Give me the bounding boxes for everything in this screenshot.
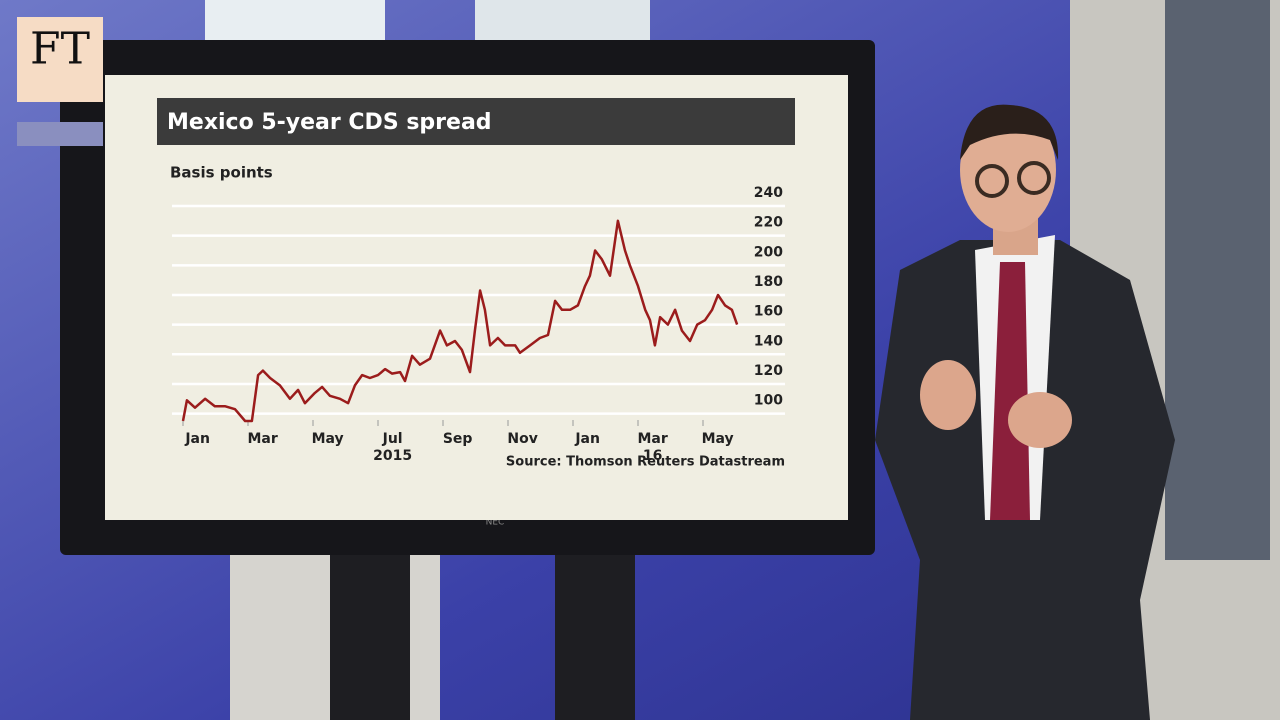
y-tick-label: 140 [754,333,783,349]
y-tick-label: 160 [754,304,783,320]
logo-box [17,17,103,102]
y-tick-label: 240 [754,185,783,201]
x-year-label: 2015 [373,448,412,464]
x-tick-label: Nov [507,431,537,447]
x-tick-label: Jan [574,431,600,447]
chart-title: Mexico 5-year CDS spread [167,110,492,135]
logo: FT [30,24,90,75]
x-tick-label: Jul [382,431,403,447]
monitor-stand [330,530,410,720]
window [1165,0,1270,560]
x-tick-label: May [312,431,344,447]
x-tick-label: Mar [247,431,277,447]
y-tick-label: 220 [754,215,783,231]
y-tick-label: 100 [754,393,783,409]
x-tick-label: Jan [184,431,210,447]
data-line [181,219,739,423]
monitor-brand: NEC [486,518,505,528]
screen [105,75,848,520]
y-axis-label: Basis points [170,164,273,182]
x-tick-label: Mar [637,431,667,447]
presenter [875,104,1175,720]
y-tick-label: 180 [754,274,783,290]
x-tick-label: May [702,431,734,447]
monitor-stand [555,530,635,720]
logo-bar [17,122,103,146]
x-year-label: 16 [643,448,662,464]
y-tick-label: 120 [754,363,783,379]
title-bar [157,98,795,145]
source: Source: Thomson Reuters Datastream [506,455,785,470]
plot: 100 120 140 160 180 200 220 240 Jan Mar May Jul Sep N… [172,185,785,464]
y-tick-label: 200 [754,244,783,260]
x-tick-label: Sep [443,431,473,447]
